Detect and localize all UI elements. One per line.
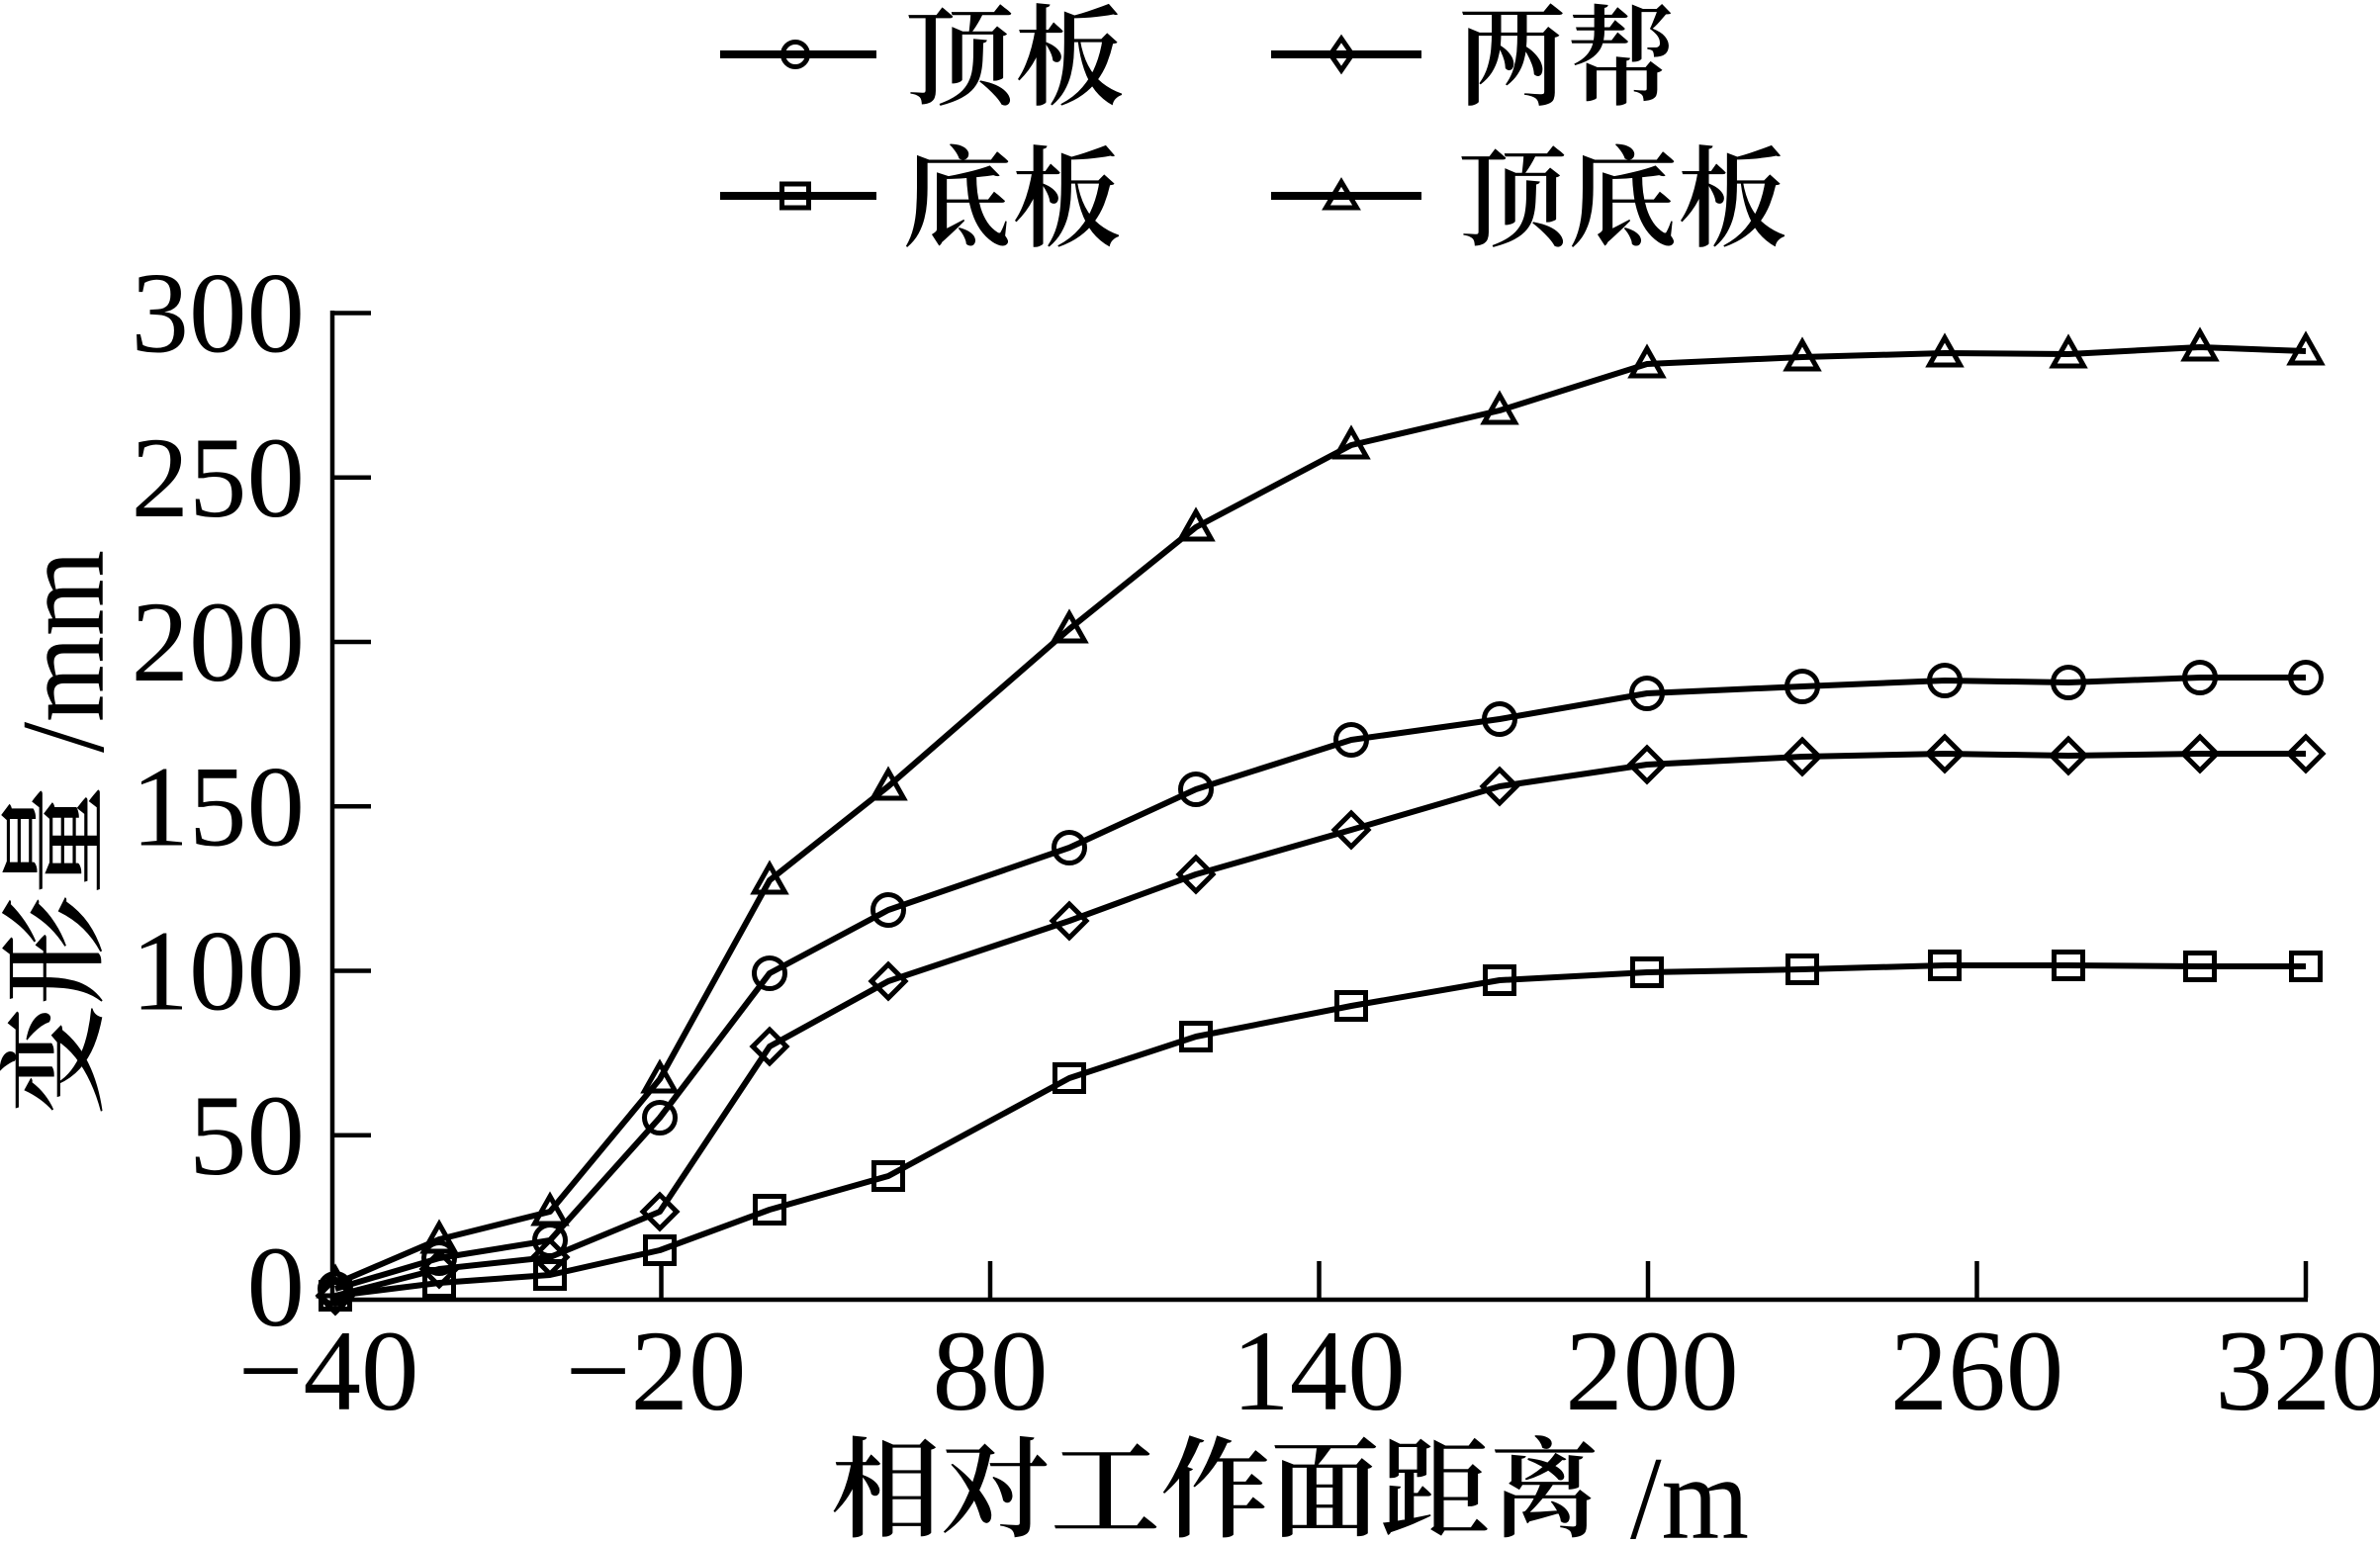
svg-text:0: 0	[247, 1224, 306, 1351]
svg-text:200: 200	[1565, 1308, 1739, 1435]
svg-text:−20: −20	[566, 1308, 747, 1435]
svg-text:/mm: /mm	[0, 550, 129, 753]
svg-text:260: 260	[1890, 1308, 2064, 1435]
svg-text:100: 100	[132, 908, 306, 1036]
svg-text:300: 300	[132, 250, 306, 378]
svg-text:150: 150	[132, 743, 306, 870]
svg-text:200: 200	[132, 579, 306, 706]
svg-text:50: 50	[189, 1072, 305, 1200]
svg-text:−40: −40	[238, 1308, 419, 1435]
svg-text:140: 140	[1232, 1308, 1406, 1435]
svg-text:80: 80	[933, 1308, 1049, 1435]
svg-text:320: 320	[2215, 1308, 2380, 1435]
svg-text:250: 250	[132, 414, 306, 542]
svg-text:/m: /m	[1630, 1432, 1749, 1544]
